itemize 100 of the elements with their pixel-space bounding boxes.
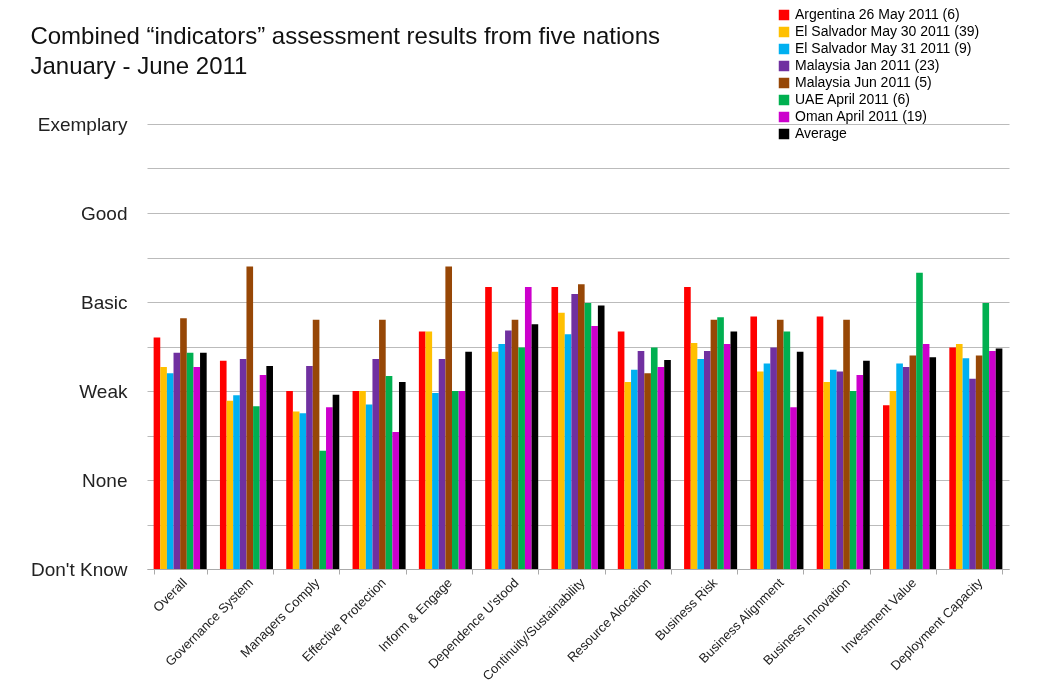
bar xyxy=(518,347,525,569)
bar xyxy=(498,343,506,569)
bar xyxy=(392,431,399,569)
bar xyxy=(757,371,764,569)
bar xyxy=(710,319,718,569)
legend-label: Argentina 26 May 2011 (6) xyxy=(795,6,960,22)
legend-label: Malaysia Jun 2011 (5) xyxy=(795,74,932,90)
bar xyxy=(995,348,1003,569)
bar xyxy=(843,319,850,569)
bar xyxy=(432,392,439,569)
bar xyxy=(445,266,453,569)
bar xyxy=(916,272,923,569)
bar xyxy=(989,350,996,569)
bar xyxy=(564,334,572,569)
bar xyxy=(332,394,340,569)
bar xyxy=(372,359,380,569)
bar xyxy=(246,266,254,569)
bar xyxy=(352,391,360,569)
bar xyxy=(949,347,956,569)
bar xyxy=(160,366,167,569)
bar xyxy=(511,319,519,569)
bar xyxy=(571,294,578,569)
bar xyxy=(922,343,930,569)
bar xyxy=(551,287,559,569)
chart-subtitle: January - June 2011 xyxy=(30,52,248,79)
bar xyxy=(306,366,313,569)
bar xyxy=(929,357,937,569)
bar xyxy=(286,391,293,569)
bar xyxy=(969,378,976,569)
bar xyxy=(650,347,658,569)
bar xyxy=(644,373,651,569)
bar xyxy=(889,391,897,569)
bar xyxy=(465,351,472,569)
bar xyxy=(180,318,187,569)
bar xyxy=(902,366,910,569)
bar xyxy=(438,359,446,569)
bar xyxy=(319,450,327,569)
bar xyxy=(452,391,459,569)
bar xyxy=(558,312,565,569)
bar xyxy=(597,305,605,569)
bar xyxy=(398,382,406,569)
bar xyxy=(166,373,174,569)
bar xyxy=(883,405,890,569)
bar xyxy=(491,351,499,569)
legend-label: Malaysia Jan 2011 (23) xyxy=(795,57,940,73)
bar xyxy=(259,375,267,569)
ref-line-label: Basic xyxy=(81,291,128,313)
ref-line-label: Good xyxy=(81,202,128,224)
bar xyxy=(312,319,320,569)
bar xyxy=(226,400,234,569)
bar xyxy=(365,404,373,569)
bar xyxy=(796,351,804,569)
bar xyxy=(962,358,970,569)
bar xyxy=(266,366,273,569)
bar xyxy=(975,355,983,569)
bar xyxy=(219,360,227,569)
bar xyxy=(193,366,201,569)
ref-line-label: None xyxy=(82,469,128,491)
bar xyxy=(485,287,492,569)
bar xyxy=(153,337,161,569)
legend-label: UAE April 2011 (6) xyxy=(795,91,910,107)
bar xyxy=(697,359,704,569)
bar xyxy=(849,391,857,569)
bar xyxy=(379,319,386,569)
bar xyxy=(717,317,724,569)
bar xyxy=(624,382,632,569)
bar xyxy=(836,371,844,569)
bar xyxy=(359,391,366,569)
bar xyxy=(684,287,691,569)
bar xyxy=(591,326,598,569)
bar xyxy=(233,395,240,569)
bar xyxy=(458,391,466,569)
bar xyxy=(631,369,638,569)
bar xyxy=(829,369,837,569)
bar xyxy=(173,352,181,569)
bar xyxy=(657,366,665,569)
legend-label: Average xyxy=(795,125,848,141)
bar xyxy=(186,352,194,569)
bar xyxy=(863,360,870,569)
bar xyxy=(770,347,777,569)
bar xyxy=(703,350,711,569)
legend-label: Oman April 2011 (19) xyxy=(795,108,928,124)
bar xyxy=(425,331,433,569)
bar xyxy=(955,343,963,569)
bar xyxy=(292,411,300,569)
bar xyxy=(584,303,592,569)
bar xyxy=(982,303,990,569)
bar xyxy=(253,406,260,569)
bar xyxy=(239,359,247,569)
bar xyxy=(776,319,784,569)
bar xyxy=(326,407,333,569)
bar xyxy=(524,287,532,569)
bar xyxy=(816,316,824,569)
bar xyxy=(730,331,738,569)
ref-line-label: Don't Know xyxy=(30,558,128,580)
bar xyxy=(896,363,903,569)
ref-line-label: Exemplary xyxy=(37,113,128,135)
bar xyxy=(783,331,791,569)
bar xyxy=(790,407,797,569)
bar xyxy=(200,352,207,569)
